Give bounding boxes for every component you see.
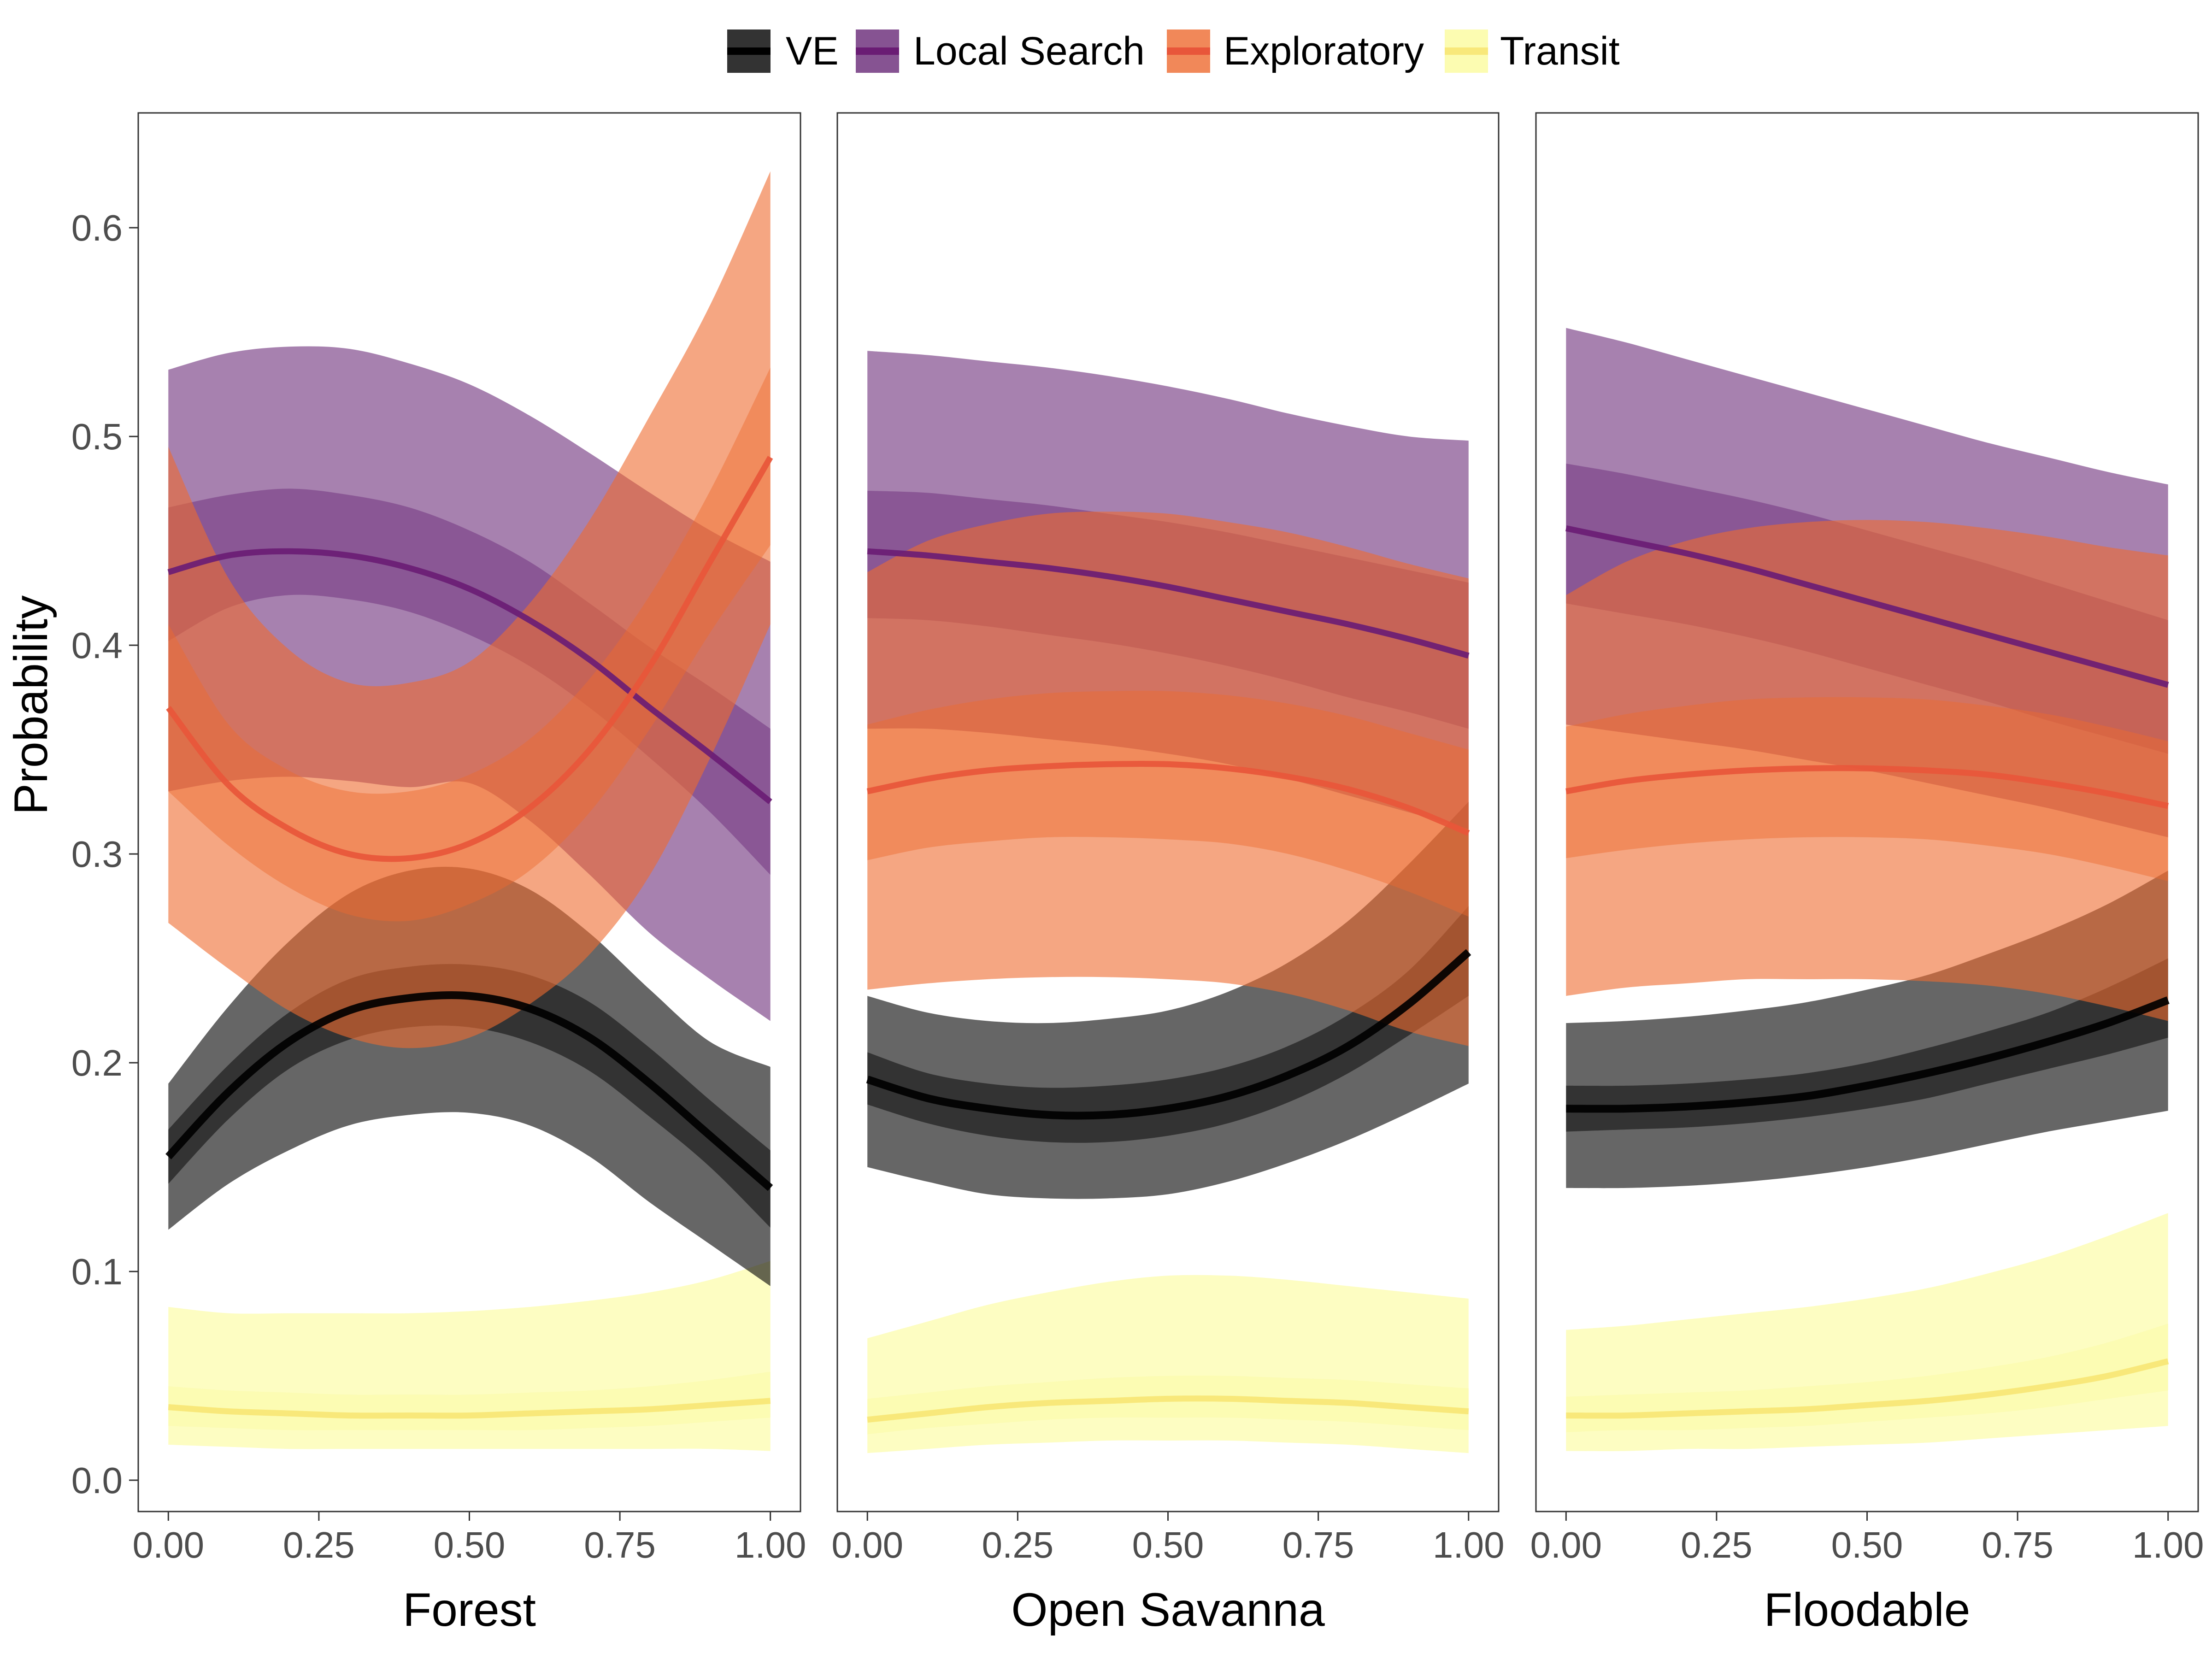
x-tick-label: 0.00 — [132, 1524, 204, 1565]
legend-label-ve: VE — [786, 29, 839, 73]
y-axis: 0.0 0.1 0.2 0.3 0.4 0.5 0.6 — [71, 207, 138, 1501]
legend: VE Local Search Exploratory Transit — [727, 29, 1620, 73]
legend-entry-exploratory: Exploratory — [1167, 29, 1424, 73]
panel-open-savanna: 0.00 0.25 0.50 0.75 1.00 Open Savanna — [831, 112, 1505, 1636]
line-exploratory — [1565, 765, 2169, 809]
line-transit — [867, 1395, 1469, 1423]
band-inner-ve — [1566, 958, 2168, 1132]
x-tick-label: 1.00 — [1433, 1524, 1505, 1565]
band-inner-transit — [867, 1376, 1469, 1435]
y-tick-label: 0.0 — [71, 1460, 123, 1501]
x-tick-label: 0.00 — [1530, 1524, 1602, 1565]
band-inner-exploratory — [168, 367, 771, 922]
line-ve — [866, 949, 1471, 1120]
panel-floodable: 0.00 0.25 0.50 0.75 1.00 Floodable — [1530, 112, 2204, 1636]
x-tick-label: 1.00 — [735, 1524, 806, 1565]
legend-entry-local-search: Local Search — [856, 29, 1145, 73]
y-tick-label: 0.5 — [71, 416, 123, 457]
band-inner-exploratory — [1566, 697, 2168, 881]
band-inner-local-search — [168, 488, 771, 875]
band-inner-ve — [867, 906, 1469, 1143]
x-tick-label: 0.25 — [1681, 1524, 1753, 1565]
y-tick-label: 0.1 — [71, 1251, 123, 1292]
facet-label-forest: Forest — [403, 1583, 536, 1636]
x-tick-label: 0.50 — [1831, 1524, 1903, 1565]
band-outer-exploratory — [168, 171, 771, 1048]
y-axis-label: Probability — [5, 595, 57, 815]
line-transit — [168, 1398, 771, 1419]
x-tick-label: 0.50 — [434, 1524, 506, 1565]
x-tick-label: 0.00 — [831, 1524, 903, 1565]
line-ve — [1566, 996, 2170, 1113]
x-tick-label: 0.50 — [1132, 1524, 1204, 1565]
band-inner-exploratory — [867, 690, 1469, 917]
line-local-search — [1565, 525, 2169, 688]
line-exploratory — [166, 456, 773, 862]
legend-label-local-search: Local Search — [913, 29, 1145, 73]
facet-label-floodable: Floodable — [1764, 1583, 1971, 1636]
y-tick-label: 0.6 — [71, 207, 123, 248]
panel-forest: 0.00 0.25 0.50 0.75 1.00 Forest — [132, 112, 806, 1636]
x-tick-label: 0.25 — [283, 1524, 355, 1565]
line-exploratory — [866, 760, 1470, 836]
band-inner-transit — [1566, 1324, 2168, 1432]
y-tick-label: 0.4 — [71, 625, 123, 666]
band-inner-ve — [168, 964, 771, 1228]
x-tick-label: 1.00 — [2132, 1524, 2204, 1565]
x-tick-label: 0.75 — [1982, 1524, 2053, 1565]
line-transit — [1566, 1358, 2169, 1419]
y-tick-label: 0.3 — [71, 834, 123, 875]
x-tick-label: 0.25 — [982, 1524, 1054, 1565]
line-local-search — [867, 548, 1470, 659]
legend-entry-ve: VE — [727, 29, 839, 73]
facet-label-open-savanna: Open Savanna — [1011, 1583, 1325, 1636]
legend-entry-transit: Transit — [1445, 29, 1620, 73]
x-tick-label: 0.75 — [584, 1524, 656, 1565]
legend-label-exploratory: Exploratory — [1224, 29, 1424, 73]
band-outer-exploratory — [867, 512, 1469, 1046]
y-tick-label: 0.2 — [71, 1042, 123, 1083]
line-local-search — [167, 548, 772, 804]
legend-label-transit: Transit — [1500, 29, 1620, 73]
line-ve — [165, 991, 773, 1191]
x-tick-label: 0.75 — [1282, 1524, 1354, 1565]
